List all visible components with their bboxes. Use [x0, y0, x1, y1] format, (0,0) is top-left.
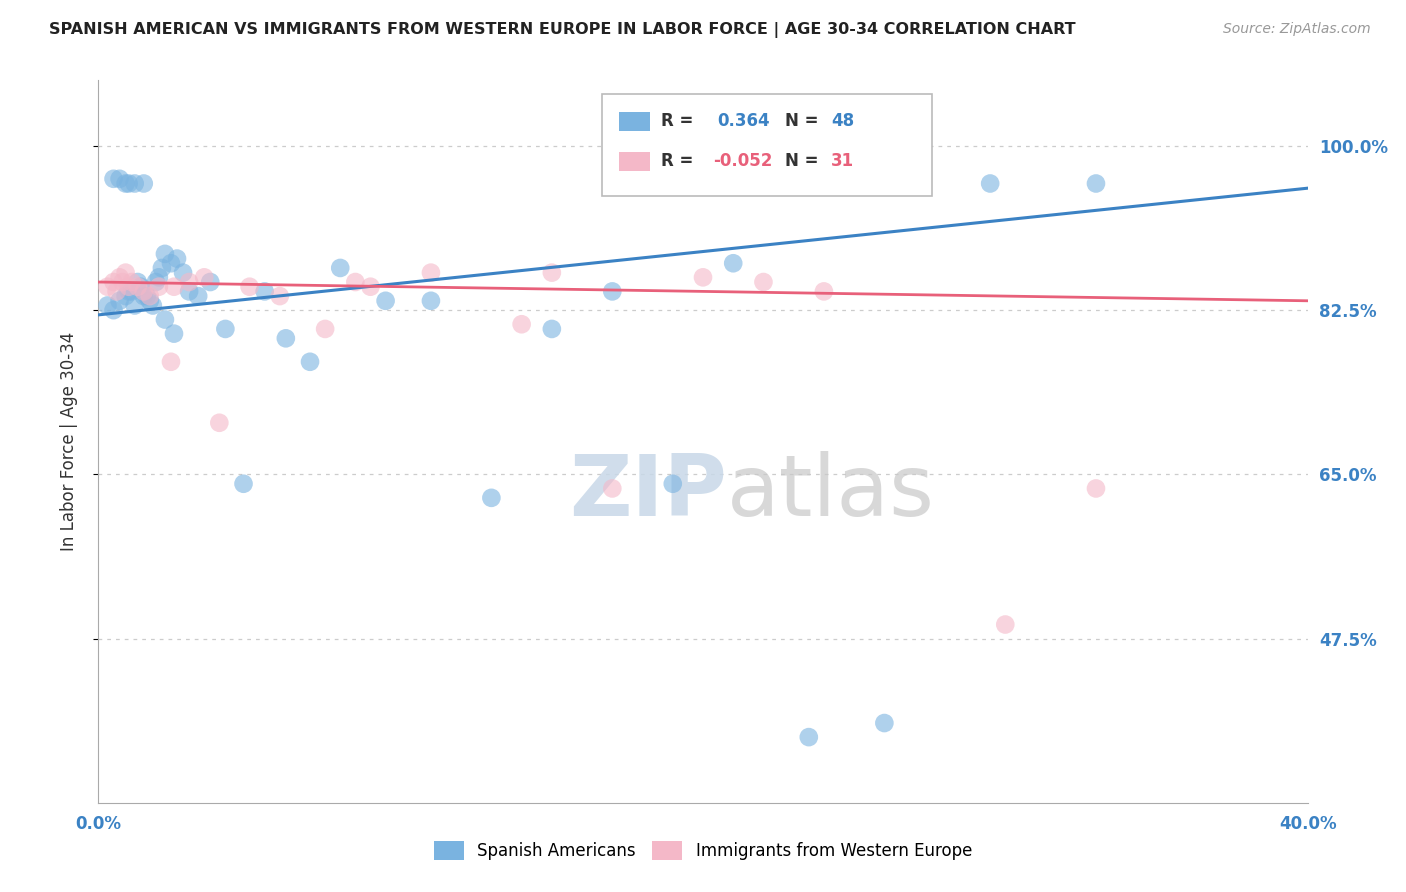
Point: [1085, 177, 1108, 191]
Point: [540, 322, 562, 336]
Point: [132, 285, 155, 299]
Text: 48: 48: [831, 112, 853, 130]
Point: [114, 266, 136, 280]
Point: [132, 177, 155, 191]
Point: [193, 270, 215, 285]
Point: [127, 275, 149, 289]
Point: [114, 289, 136, 303]
Point: [481, 491, 503, 505]
Point: [602, 285, 624, 299]
Point: [103, 275, 125, 289]
Point: [135, 289, 157, 303]
Point: [602, 482, 624, 496]
Point: [163, 279, 186, 293]
Point: [299, 355, 322, 369]
Text: -0.052: -0.052: [713, 153, 772, 170]
Point: [420, 266, 443, 280]
Text: N =: N =: [785, 112, 818, 130]
Point: [148, 270, 170, 285]
Point: [124, 298, 146, 312]
Text: SPANISH AMERICAN VS IMMIGRANTS FROM WESTERN EUROPE IN LABOR FORCE | AGE 30-34 CO: SPANISH AMERICAN VS IMMIGRANTS FROM WEST…: [49, 22, 1076, 38]
Text: 31: 31: [831, 153, 853, 170]
Point: [153, 247, 176, 261]
Point: [108, 171, 131, 186]
Point: [344, 275, 367, 289]
Point: [105, 285, 128, 299]
Point: [166, 252, 188, 266]
Point: [108, 293, 131, 308]
Point: [142, 298, 165, 312]
Text: atlas: atlas: [727, 450, 935, 533]
Point: [873, 716, 896, 731]
Point: [374, 293, 396, 308]
Point: [132, 289, 155, 303]
Point: [96, 298, 118, 312]
Point: [150, 260, 173, 275]
Point: [214, 322, 236, 336]
Point: [360, 279, 382, 293]
Point: [172, 266, 194, 280]
Point: [510, 318, 533, 332]
Point: [179, 275, 201, 289]
Point: [329, 260, 352, 275]
Point: [420, 293, 443, 308]
Point: [163, 326, 186, 341]
Point: [118, 285, 141, 299]
Point: [139, 289, 162, 303]
Point: [253, 285, 276, 299]
Point: [979, 177, 1001, 191]
Point: [121, 285, 143, 299]
Y-axis label: In Labor Force | Age 30-34: In Labor Force | Age 30-34: [59, 332, 77, 551]
Point: [540, 266, 562, 280]
Point: [1085, 482, 1108, 496]
Point: [127, 279, 149, 293]
Point: [124, 177, 146, 191]
Point: [103, 171, 125, 186]
Point: [239, 279, 262, 293]
Point: [114, 177, 136, 191]
Point: [160, 256, 183, 270]
Text: R =: R =: [661, 112, 693, 130]
Text: Source: ZipAtlas.com: Source: ZipAtlas.com: [1223, 22, 1371, 37]
Point: [994, 617, 1017, 632]
Point: [129, 279, 152, 293]
Legend: Spanish Americans, Immigrants from Western Europe: Spanish Americans, Immigrants from Weste…: [427, 834, 979, 867]
Point: [179, 285, 201, 299]
Point: [200, 275, 222, 289]
Text: ZIP: ZIP: [569, 450, 727, 533]
Point: [148, 279, 170, 293]
Point: [103, 303, 125, 318]
Point: [111, 275, 134, 289]
Point: [153, 312, 176, 326]
Point: [145, 275, 167, 289]
Point: [314, 322, 336, 336]
Point: [269, 289, 291, 303]
Point: [723, 256, 745, 270]
Point: [232, 476, 254, 491]
Point: [661, 476, 683, 491]
Point: [160, 355, 183, 369]
Text: 0.364: 0.364: [717, 112, 769, 130]
Point: [118, 177, 141, 191]
Point: [208, 416, 231, 430]
Point: [118, 279, 141, 293]
Point: [139, 293, 162, 308]
Point: [692, 270, 714, 285]
Point: [797, 730, 820, 744]
Point: [813, 285, 835, 299]
Point: [121, 275, 143, 289]
Point: [96, 279, 118, 293]
Text: N =: N =: [785, 153, 818, 170]
Point: [108, 270, 131, 285]
Point: [274, 331, 297, 345]
Point: [752, 275, 775, 289]
Point: [187, 289, 209, 303]
Text: R =: R =: [661, 153, 693, 170]
